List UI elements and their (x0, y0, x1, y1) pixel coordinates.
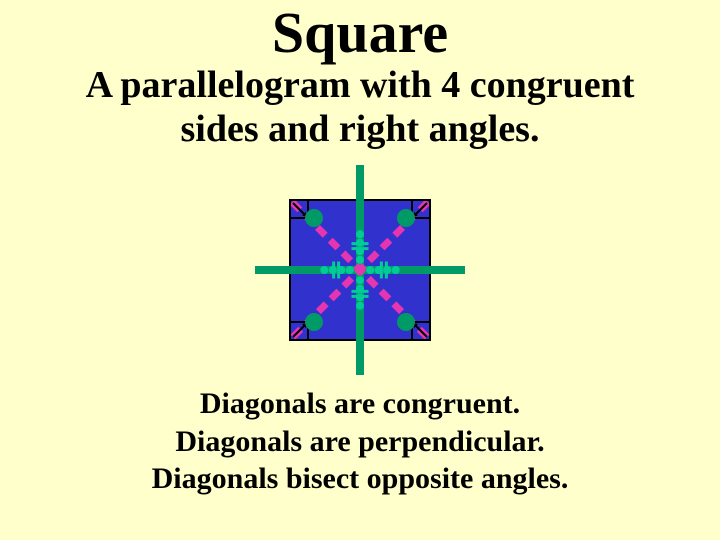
property-2: Diagonals are perpendicular. (0, 423, 720, 461)
properties: Diagonals are congruent. Diagonals are p… (0, 385, 720, 498)
property-3: Diagonals bisect opposite angles. (0, 460, 720, 498)
square-diagram (236, 161, 484, 379)
subtitle-line2: sides and right angles. (0, 108, 720, 152)
subtitle: A parallelogram with 4 congruent sides a… (0, 64, 720, 151)
property-1: Diagonals are congruent. (0, 385, 720, 423)
subtitle-line1: A parallelogram with 4 congruent (0, 64, 720, 108)
slide: Square A parallelogram with 4 congruent … (0, 0, 720, 540)
title: Square (0, 0, 720, 62)
